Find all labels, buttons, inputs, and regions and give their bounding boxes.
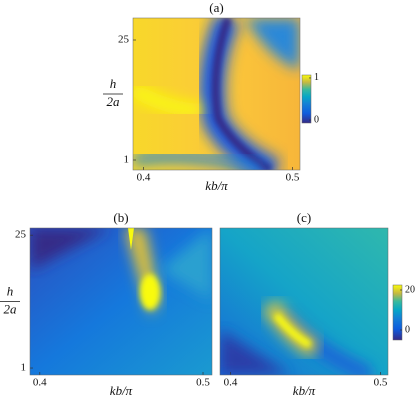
y-tick-label: 1: [21, 362, 27, 374]
heatmap-image: [220, 228, 388, 375]
panel-title: (a): [209, 0, 223, 15]
x-axis-label: kb/π: [293, 383, 316, 398]
y-label-numerator: h: [7, 283, 14, 298]
x-tick-label: 0.5: [286, 172, 300, 184]
y-label-numerator: h: [110, 76, 117, 91]
plot-frame: [132, 17, 301, 171]
y-tick-label: 25: [15, 229, 27, 241]
x-axis-label: kb/π: [110, 383, 133, 398]
colorbar: [392, 284, 403, 341]
x-tick-label: 0.4: [137, 172, 151, 184]
colorbar-tick-label: 0: [314, 114, 319, 125]
panel-title: (c): [297, 210, 311, 225]
y-tick-label: 25: [118, 34, 130, 46]
x-tick-label: 0.4: [224, 377, 238, 389]
colorbar-tick-label: 0: [405, 324, 410, 335]
colorbar-tick-label: 20: [405, 284, 415, 295]
panel-title: (b): [113, 210, 128, 225]
heatmap-image: [133, 18, 300, 170]
plot-frame: [29, 227, 213, 376]
x-tick-label: 0.4: [33, 377, 47, 389]
x-tick-label: 0.5: [374, 377, 388, 389]
heatmap-image: [30, 228, 212, 375]
y-tick-label: 1: [124, 154, 130, 166]
x-tick-label: 0.5: [196, 377, 210, 389]
colorbar: [301, 74, 312, 124]
colorbar-tick-label: 1: [314, 72, 319, 83]
plot-frame: [219, 227, 389, 376]
x-axis-label: kb/π: [205, 178, 228, 193]
y-label-denominator: 2a: [107, 94, 121, 109]
y-label-denominator: 2a: [4, 301, 18, 316]
